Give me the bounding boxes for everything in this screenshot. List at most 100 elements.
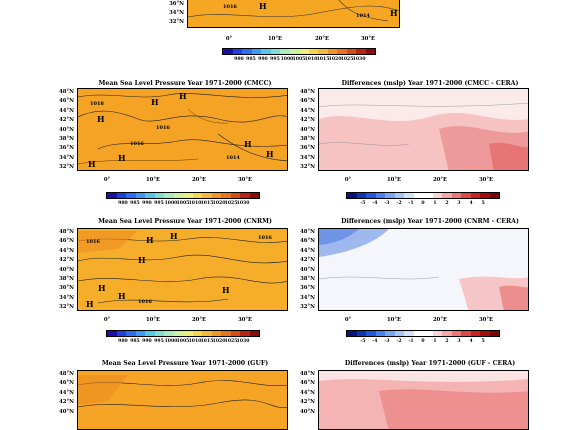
lat-label: 44°N [300,389,315,396]
colorbar-swatch [337,49,347,54]
colorbar-swatch [356,49,366,54]
high-pressure-marker: H [244,139,252,149]
colorbar-swatch [489,193,499,198]
colorbar-tick-label: 1005 [292,57,306,62]
lat-label: 34°N [169,10,184,16]
colorbar-swatch [347,331,357,336]
contour-lines [78,375,287,408]
colorbar-tick-label: -3 [384,339,390,344]
lat-label: 38°N [300,275,315,282]
colorbar-swatch [461,331,471,336]
colorbar-swatch [240,331,250,336]
lat-label: 32°N [59,304,74,310]
lat-label: 32°N [300,164,315,170]
contour-label: 1016 [156,125,170,131]
colorbar-tick-label: 2 [445,201,449,206]
colorbar-swatch [107,331,117,336]
high-pressure-marker: H [138,255,146,265]
colorbar-swatch [116,193,126,198]
colorbar-tick-label: 3 [457,201,461,206]
diff-panel-guf [318,370,529,430]
high-pressure-marker: H [98,283,106,293]
lat-label: 46°N [59,238,74,245]
colorbar-tick-label: 1025 [224,201,238,206]
lat-label: 40°N [59,266,74,273]
colorbar-tick-label: 1015 [316,57,330,62]
lat-label: 36°N [59,285,74,292]
contour-lines [78,93,287,165]
lon-label: 0° [344,177,352,183]
colorbar-swatch [366,193,376,198]
diff-panel-cnrm [318,228,529,311]
colorbar-tick-label: -1 [408,339,414,344]
colorbar-tick-label: -4 [372,201,378,206]
lon-label: 30°E [237,177,253,183]
panel-title-diff-cnrm: Differences (mslp) Year 1971-2000 (CNRM … [341,218,519,225]
lat-label: 48°N [59,229,74,235]
high-pressure-marker: H [390,8,398,18]
colorbar-swatch [135,331,145,336]
difference-field [319,371,528,429]
difference-field [319,229,528,310]
high-pressure-marker: H [151,97,159,107]
colorbar-swatch [240,193,250,198]
lat-label: 34°N [300,154,315,161]
lat-label: 34°N [59,294,74,301]
colorbar-swatch [413,331,423,336]
colorbar-swatch [223,49,233,54]
lat-label: 36°N [59,145,74,152]
lat-label: 38°N [59,275,74,282]
colorbar-swatch [164,193,174,198]
panel-title-cmcc: Mean Sea Level Pressure Year 1971-2000 (… [98,80,272,87]
colorbar-swatch [480,193,490,198]
colorbar-swatch [270,49,280,54]
colorbar-swatch [375,331,385,336]
colorbar-swatch [346,49,356,54]
colorbar-swatch [308,49,318,54]
lon-label: 20°E [314,36,330,42]
high-pressure-marker: H [97,114,105,124]
lon-label: 20°E [191,317,207,323]
colorbar-tick-label: 980 [234,57,244,62]
lat-label: 46°N [300,238,315,245]
panel-title-guf: Mean Sea Level Pressure Year 1971-2000 (… [101,360,269,367]
colorbar-swatch [107,193,117,198]
lon-label: 0° [103,317,111,323]
lat-label: 44°N [300,247,315,254]
colorbar-swatch [470,193,480,198]
colorbar-tick-label: 990 [142,339,152,344]
colorbar-tick-label: 4 [469,339,473,344]
colorbar-tick-label: -5 [360,339,366,344]
lon-label: 10°E [145,317,161,323]
colorbar-swatch [116,331,126,336]
colorbar-tick-label: 1000 [164,201,178,206]
colorbar-tick-label: 1010 [304,57,318,62]
colorbar-tick-label: 1 [433,339,437,344]
colorbar-tick-label: 985 [246,57,256,62]
lat-label: 48°N [59,89,74,95]
colorbar-swatch [192,193,202,198]
lon-label: 0° [103,177,111,183]
colorbar-swatch [451,331,461,336]
colorbar-tick-label: 995 [270,57,280,62]
colorbar-tick-label: 1 [433,201,437,206]
colorbar-swatch [318,49,328,54]
colorbar-swatch [489,331,499,336]
pressure-colorbar [106,330,260,337]
panel-title-cnrm: Mean Sea Level Pressure Year 1971-2000 (… [98,218,272,225]
colorbar-tick-label: 1020 [328,57,342,62]
colorbar-tick-label: -2 [396,201,402,206]
colorbar-swatch [164,331,174,336]
lat-label: 44°N [59,389,74,396]
lon-label: 20°E [432,317,448,323]
colorbar-swatch [251,49,261,54]
colorbar-tick-label: 3 [457,339,461,344]
lat-label: 40°N [300,266,315,273]
colorbar-tick-label: -1 [408,201,414,206]
high-pressure-marker: H [222,285,230,295]
colorbar-swatch [126,193,136,198]
high-pressure-marker: H [118,291,126,301]
high-pressure-marker: H [88,159,96,169]
lat-label: 38°N [59,135,74,142]
high-pressure-marker: H [259,1,267,11]
